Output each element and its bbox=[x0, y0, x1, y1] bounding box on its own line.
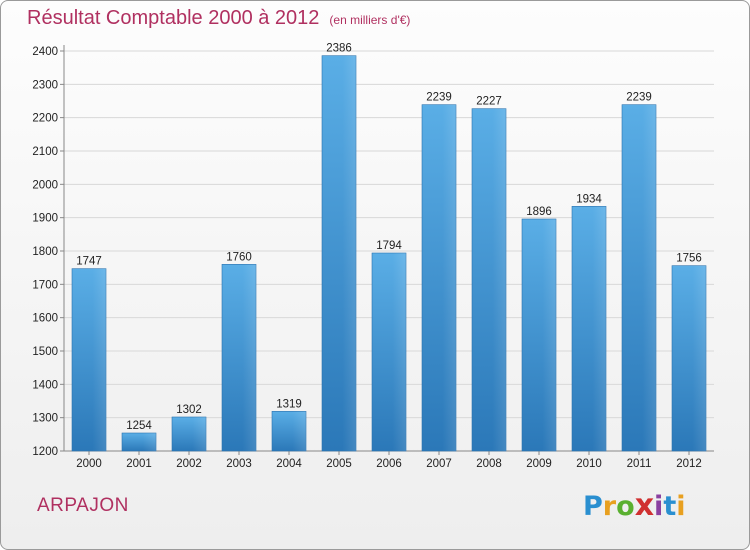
bar-highlight bbox=[322, 55, 356, 452]
logo-letter: r bbox=[602, 491, 617, 522]
y-tick-label: 2300 bbox=[32, 79, 58, 91]
data-label: 1934 bbox=[576, 193, 602, 205]
x-tick-label: 2011 bbox=[627, 458, 652, 470]
x-tick-label: 2010 bbox=[576, 458, 602, 470]
city-name: ARPAJON bbox=[37, 495, 129, 516]
bar-highlight bbox=[122, 433, 156, 451]
bar-highlight bbox=[272, 411, 306, 451]
axes: 1200 1300 1400 1500 1600 1700 1800 1900 2000 2100… bbox=[32, 45, 714, 470]
data-label: 2239 bbox=[626, 92, 652, 104]
x-tick-label: 2005 bbox=[326, 458, 352, 470]
bar-highlight bbox=[172, 417, 206, 451]
y-tick-label: 1800 bbox=[32, 246, 58, 258]
bar-highlight bbox=[622, 104, 656, 452]
y-tick-label: 2100 bbox=[32, 146, 58, 158]
bar-highlight bbox=[222, 264, 256, 451]
x-tick-label: 2001 bbox=[126, 458, 152, 470]
data-label: 1319 bbox=[276, 398, 302, 410]
y-tick-label: 1200 bbox=[32, 446, 58, 458]
x-tick-label: 2006 bbox=[376, 458, 402, 470]
data-label: 1254 bbox=[126, 420, 152, 432]
y-tick-label: 1900 bbox=[32, 213, 58, 225]
data-label: 1760 bbox=[226, 251, 252, 263]
data-label: 2239 bbox=[426, 92, 452, 104]
y-tick-label: 2200 bbox=[32, 113, 58, 125]
data-label: 1756 bbox=[676, 253, 702, 265]
data-label: 1896 bbox=[526, 206, 552, 218]
logo-letter: i bbox=[676, 491, 686, 522]
bar-highlight bbox=[472, 108, 506, 452]
bar-highlight bbox=[372, 253, 406, 451]
chart-title-text: Résultat Comptable 2000 à 2012 bbox=[27, 7, 320, 29]
y-tick-label: 1600 bbox=[32, 313, 58, 325]
data-label: 1747 bbox=[76, 256, 102, 268]
logo-letter: x bbox=[634, 488, 655, 523]
logo-letter: i bbox=[654, 491, 664, 522]
logo-letter: o bbox=[616, 491, 635, 522]
y-tick-label: 1300 bbox=[32, 413, 58, 425]
x-tick-label: 2012 bbox=[676, 458, 702, 470]
y-tick-label: 1400 bbox=[32, 379, 58, 391]
bar-highlight bbox=[672, 265, 706, 451]
y-tick-label: 2000 bbox=[32, 179, 58, 191]
x-tick-label: 2004 bbox=[276, 458, 302, 470]
y-tick-label: 2400 bbox=[32, 46, 58, 58]
bar-highlight bbox=[572, 206, 606, 451]
x-tick-label: 2002 bbox=[176, 458, 202, 470]
x-tick-label: 2003 bbox=[226, 458, 252, 470]
bar-highlight bbox=[422, 104, 456, 452]
chart-unit-label: (en milliers d'€) bbox=[329, 13, 411, 27]
y-tick-label: 1500 bbox=[32, 346, 58, 358]
x-tick-label: 2007 bbox=[426, 458, 452, 470]
data-label: 2227 bbox=[476, 96, 502, 108]
x-tick-label: 2008 bbox=[476, 458, 502, 470]
logo-letter: P bbox=[583, 491, 603, 522]
bar-highlight bbox=[522, 219, 556, 451]
y-tick-label: 1700 bbox=[32, 279, 58, 291]
data-label: 2386 bbox=[326, 43, 352, 55]
data-labels: 1747 1254 1302 1760 1319 2386 1794 2239 2227 1896… bbox=[76, 43, 702, 432]
x-tick-label: 2009 bbox=[526, 458, 552, 470]
proxiti-logo[interactable]: Proxiti bbox=[583, 488, 686, 523]
bar-highlight bbox=[72, 268, 106, 451]
chart-title: Résultat Comptable 2000 à 2012 (en millie… bbox=[27, 7, 410, 30]
bars bbox=[71, 55, 707, 452]
data-label: 1794 bbox=[376, 240, 402, 252]
data-label: 1302 bbox=[176, 404, 202, 416]
logo-letter: t bbox=[663, 491, 677, 522]
x-tick-label: 2000 bbox=[76, 458, 102, 470]
